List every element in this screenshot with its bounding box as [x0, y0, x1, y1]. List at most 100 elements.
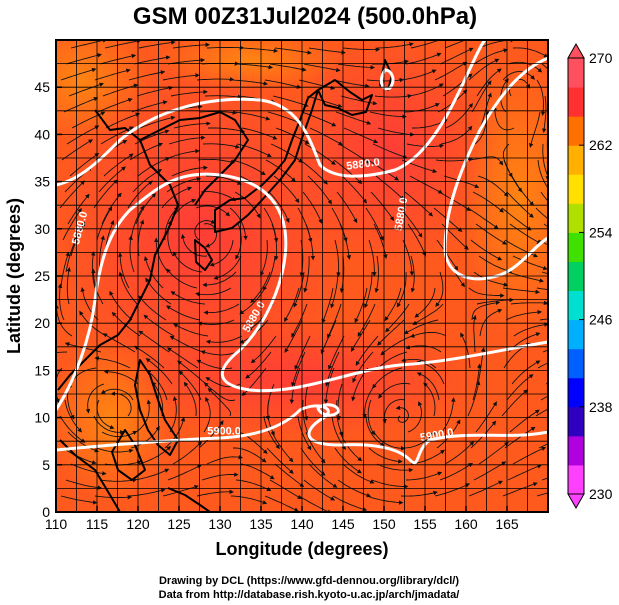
streamline [510, 300, 548, 306]
streamline [173, 251, 203, 273]
streamline [303, 63, 341, 73]
streamline [332, 79, 370, 89]
streamline [401, 357, 437, 369]
streamline [65, 53, 102, 65]
streamline [183, 381, 197, 417]
streamline [445, 103, 473, 129]
streamline [528, 111, 541, 148]
streamline [234, 191, 261, 219]
streamline [376, 463, 414, 473]
streamline [264, 79, 302, 89]
colorbar-tick-label: 230 [589, 486, 613, 502]
colorbar-swatch [568, 464, 584, 495]
x-tick-label: 110 [45, 516, 68, 532]
streamline [373, 431, 406, 451]
streamline [239, 287, 266, 315]
streamline [263, 415, 280, 450]
streamline [153, 237, 169, 273]
streamline [375, 175, 405, 201]
streamline [230, 495, 268, 505]
streamline [542, 143, 548, 181]
streamline [99, 53, 137, 65]
streamline [327, 335, 345, 370]
streamline [323, 367, 335, 405]
streamline [59, 180, 85, 209]
streamline [284, 287, 300, 323]
streamline [334, 239, 341, 277]
streamline [337, 63, 376, 70]
lat-lon-grid [56, 40, 548, 512]
streamline [377, 319, 405, 346]
streamline [197, 158, 235, 165]
streamline [341, 175, 367, 204]
streamline [374, 93, 413, 99]
streamline [475, 223, 508, 245]
streamline [166, 347, 199, 369]
streamline [284, 319, 303, 353]
streamline [513, 322, 548, 337]
streamline [402, 239, 415, 276]
streamline [250, 271, 271, 304]
streamline [384, 287, 402, 322]
streamline [63, 97, 99, 113]
streamline [376, 42, 414, 49]
colorbar-bottom-arrow [567, 493, 585, 510]
streamline [309, 127, 343, 146]
streamline [173, 121, 211, 129]
colorbar-gradient [567, 42, 585, 510]
contour-label: 5900.0 [207, 426, 241, 438]
streamline [371, 479, 409, 489]
x-tick-label: 150 [372, 516, 396, 532]
streamline [162, 73, 200, 81]
colorbar-swatch [568, 174, 584, 204]
colorbar-tick-label: 254 [589, 224, 613, 240]
streamline [308, 463, 338, 488]
streamline [209, 239, 234, 267]
colorbar-swatch [568, 290, 584, 321]
streamline [200, 191, 237, 202]
streamline [291, 303, 308, 338]
streamline [479, 308, 503, 337]
x-tick-label: 130 [208, 516, 232, 532]
streamline [196, 489, 234, 497]
streamline [167, 464, 202, 481]
streamline [367, 159, 400, 181]
streamline [208, 127, 246, 134]
streamline [339, 223, 352, 260]
y-tick-label: 45 [34, 79, 50, 95]
y-tick-label: 25 [34, 268, 50, 284]
streamline [327, 303, 342, 339]
streamline [539, 318, 548, 321]
streamline [178, 370, 202, 401]
streamline [342, 47, 381, 52]
x-tick-label: 125 [167, 516, 191, 532]
streamline [385, 303, 410, 333]
streamline [477, 175, 509, 197]
x-axis-ticks: 110 115 120 125 130 135 140 145 150 155 160 165 [45, 506, 519, 532]
streamline [308, 47, 346, 55]
streamline [196, 359, 233, 370]
streamline [57, 283, 65, 321]
streamline [460, 332, 471, 369]
streamline [169, 335, 204, 353]
streamline [339, 255, 345, 294]
streamline [440, 125, 473, 145]
streamline [250, 335, 277, 364]
colorbar-tick-label: 246 [589, 312, 613, 328]
streamline [375, 351, 408, 371]
streamline [271, 431, 294, 463]
streamline [468, 58, 500, 81]
streamline [403, 103, 440, 113]
streamline [132, 169, 163, 193]
streamline [509, 409, 540, 433]
streamline [169, 396, 178, 433]
streamline [339, 431, 363, 462]
y-tick-label: 20 [34, 315, 50, 331]
streamline [435, 271, 444, 307]
streamline [331, 415, 346, 451]
chart-title: GSM 00Z31Jul2024 (500.0hPa) [133, 3, 477, 30]
streamline [267, 111, 304, 125]
streamline [478, 255, 513, 274]
